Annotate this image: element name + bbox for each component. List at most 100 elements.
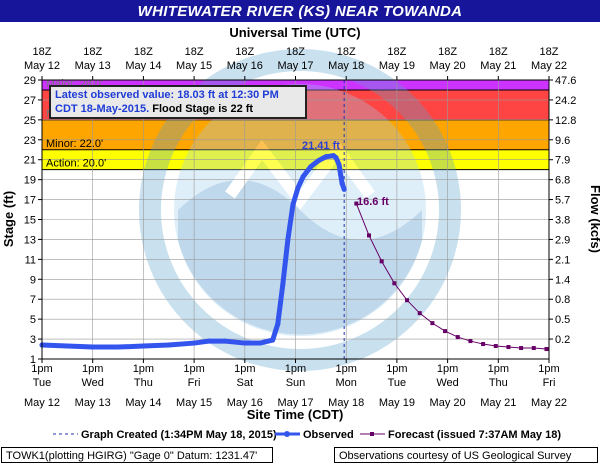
peak-label: 21.41 ft	[302, 140, 340, 152]
top-tick-date: May 22	[531, 60, 567, 72]
bottom-tick-date: May 15	[176, 397, 212, 409]
bottom-tick-date: May 12	[24, 397, 60, 409]
bottom-tick-date: May 16	[227, 397, 263, 409]
bottom-tick-day: Tue	[388, 377, 407, 389]
observations-credit: Observations courtesy of US Geological S…	[334, 447, 598, 463]
forecast-point	[367, 233, 372, 238]
left-tick-label: 3	[30, 334, 36, 346]
bottom-axis-ticks: 1pm Tue May 12 1pm Wed May 13 1pm Thu May 14 1pm F…	[24, 359, 567, 409]
left-axis-title: Stage (ft)	[1, 191, 16, 247]
bottom-tick-time: 1pm	[234, 363, 255, 375]
observed-point	[242, 340, 248, 346]
right-tick-label: 0.5	[555, 314, 570, 326]
top-tick-time: 18Z	[185, 46, 204, 58]
observed-point	[339, 181, 345, 187]
noaa-watermark-logo	[139, 49, 461, 371]
observed-point	[338, 172, 344, 178]
flood-band-label-action: Action: 20.0'	[46, 158, 106, 170]
observed-point	[323, 154, 329, 160]
top-tick-time: 18Z	[337, 46, 356, 58]
bottom-tick-date: May 22	[531, 397, 567, 409]
left-tick-label: 17	[24, 195, 36, 207]
left-tick-label: 25	[24, 115, 36, 127]
top-tick-date: May 13	[75, 60, 111, 72]
right-tick-label: 0.8	[555, 294, 570, 306]
chart-title: WHITEWATER RIVER (KS) NEAR TOWANDA	[137, 3, 463, 20]
forecast-point	[531, 346, 536, 351]
top-tick-time: 18Z	[438, 46, 457, 58]
observed-point	[257, 340, 263, 346]
observed-point	[90, 344, 96, 350]
top-tick-time: 18Z	[286, 46, 305, 58]
observed-point	[222, 338, 228, 344]
forecast-point	[544, 347, 549, 352]
observed-point	[341, 186, 347, 192]
top-tick-time: 18Z	[83, 46, 102, 58]
right-tick-label: 5.7	[555, 195, 570, 207]
bottom-tick-time: 1pm	[183, 363, 204, 375]
observed-point	[270, 337, 276, 343]
left-tick-label: 21	[24, 155, 36, 167]
bottom-axis-title: Site Time (CDT)	[247, 407, 344, 422]
bottom-tick-day: Fri	[188, 377, 201, 389]
right-tick-label: 2.9	[555, 234, 570, 246]
bottom-tick-time: 1pm	[538, 363, 559, 375]
bottom-tick-time: 1pm	[133, 363, 154, 375]
legend-forecast-marker	[370, 432, 374, 436]
bottom-tick-day: Sun	[286, 377, 306, 389]
bottom-tick-date: May 19	[379, 397, 415, 409]
forecast-point	[354, 201, 359, 206]
top-tick-date: May 12	[24, 60, 60, 72]
left-tick-label: 19	[24, 175, 36, 187]
observed-point	[290, 202, 296, 208]
forecast-point	[392, 281, 397, 286]
latest-observation-line1: Latest observed value: 18.03 ft at 12:30…	[55, 89, 279, 101]
right-axis-title: Flow (kcfs)	[588, 185, 600, 253]
top-tick-date: May 15	[176, 60, 212, 72]
forecast-point	[405, 298, 410, 303]
right-tick-label: 6.8	[555, 175, 570, 187]
right-axis-ticks: 0.2 0.5 0.8 1.4 2.1 2.9 3.8 5.7 6.8 7.9 9.6 12.8 24.…	[549, 75, 576, 346]
top-tick-date: May 14	[125, 60, 161, 72]
bottom-tick-time: 1pm	[488, 363, 509, 375]
bottom-tick-day: Wed	[81, 377, 103, 389]
bottom-tick-day: Sat	[237, 377, 254, 389]
bottom-tick-date: May 20	[430, 397, 466, 409]
bottom-tick-day: Wed	[436, 377, 458, 389]
legend: Graph Created (1:34PM May 18, 2015) Obse…	[53, 429, 561, 441]
bottom-tick-date: May 13	[75, 397, 111, 409]
top-tick-time: 18Z	[235, 46, 254, 58]
observed-point	[300, 174, 306, 180]
legend-forecast-label: Forecast (issued 7:37AM May 18)	[388, 429, 561, 441]
legend-observed-label: Observed	[303, 429, 354, 441]
top-tick-date: May 16	[227, 60, 263, 72]
right-tick-label: 12.8	[555, 115, 576, 127]
bottom-tick-time: 1pm	[437, 363, 458, 375]
right-tick-label: 9.6	[555, 135, 570, 147]
top-tick-time: 18Z	[33, 46, 52, 58]
observed-point	[333, 155, 339, 161]
observed-point	[280, 281, 286, 287]
legend-observed-marker	[284, 431, 290, 437]
forecast-series	[354, 201, 549, 352]
bottom-tick-day: Tue	[33, 377, 52, 389]
observed-point	[315, 158, 321, 164]
observed-point	[191, 340, 197, 346]
forecast-point	[481, 342, 486, 347]
observed-point	[285, 236, 291, 242]
bottom-tick-day: Fri	[543, 377, 556, 389]
forecast-point	[443, 329, 448, 334]
forecast-point	[493, 344, 498, 349]
left-tick-label: 29	[24, 75, 36, 87]
latest-observation-box: Latest observed value: 18.03 ft at 12:30…	[49, 85, 307, 119]
bottom-tick-time: 1pm	[335, 363, 356, 375]
gage-datum-info: TOWK1(plotting HGIRG) "Gage 0" Datum: 12…	[1, 447, 273, 463]
observed-series	[39, 153, 347, 350]
observed-point	[140, 343, 146, 349]
observed-point	[275, 321, 281, 327]
bottom-tick-date: May 18	[328, 397, 364, 409]
left-tick-label: 23	[24, 135, 36, 147]
right-tick-label: 7.9	[555, 155, 570, 167]
top-axis-title: Universal Time (UTC)	[229, 25, 360, 40]
